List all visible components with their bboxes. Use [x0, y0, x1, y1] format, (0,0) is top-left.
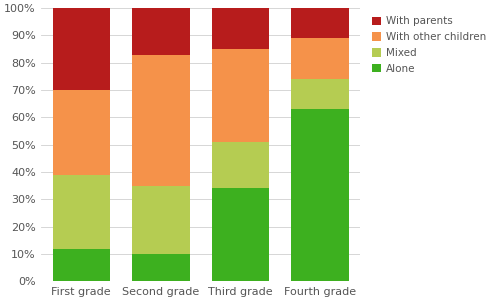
Bar: [292, 109, 349, 281]
Bar: [132, 54, 190, 186]
Bar: [52, 249, 110, 281]
Legend: With parents, With other children, Mixed, Alone: With parents, With other children, Mixed…: [368, 13, 490, 77]
Bar: [292, 8, 349, 38]
Bar: [52, 90, 110, 175]
Bar: [212, 8, 269, 49]
Bar: [292, 38, 349, 79]
Bar: [292, 79, 349, 109]
Bar: [52, 8, 110, 90]
Bar: [52, 175, 110, 249]
Bar: [132, 254, 190, 281]
Bar: [132, 8, 190, 54]
Bar: [212, 188, 269, 281]
Bar: [212, 142, 269, 188]
Bar: [132, 186, 190, 254]
Bar: [212, 49, 269, 142]
